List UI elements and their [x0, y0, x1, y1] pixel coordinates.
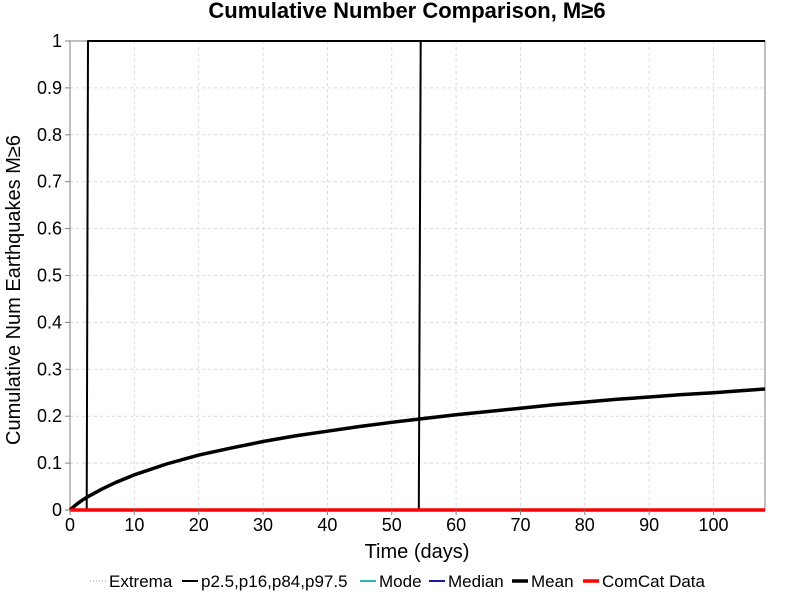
- x-tick-label: 10: [124, 515, 144, 535]
- y-tick-label: 0.4: [37, 312, 62, 332]
- series-mean-line: [68, 387, 766, 512]
- y-tick-label: 1: [52, 31, 62, 51]
- legend-label: Mode: [379, 572, 422, 591]
- x-tick-label: 90: [639, 515, 659, 535]
- y-tick-label: 0.1: [37, 453, 62, 473]
- x-tick-label: 0: [65, 515, 75, 535]
- y-tick-label: 0.3: [37, 359, 62, 379]
- x-axis-ticks: 0 10 20 30 40 50 60 70 80 90 100: [65, 510, 729, 535]
- x-tick-label: 40: [317, 515, 337, 535]
- x-tick-label: 80: [575, 515, 595, 535]
- x-tick-label: 20: [189, 515, 209, 535]
- y-tick-label: 0.8: [37, 125, 62, 145]
- x-tick-label: 60: [446, 515, 466, 535]
- grid: [70, 41, 765, 510]
- x-tick-label: 100: [698, 515, 728, 535]
- legend-label: ComCat Data: [602, 572, 706, 591]
- legend: Extrema p2.5,p16,p84,p97.5 Mode Median Mean C…: [90, 572, 706, 591]
- legend-label: Extrema: [109, 572, 173, 591]
- legend-label: p2.5,p16,p84,p97.5: [201, 572, 348, 591]
- x-tick-label: 30: [253, 515, 273, 535]
- y-tick-label: 0.6: [37, 219, 62, 239]
- y-tick-label: 0.2: [37, 406, 62, 426]
- legend-label: Median: [448, 572, 504, 591]
- y-tick-label: 0.5: [37, 266, 62, 286]
- x-axis-label: Time (days): [365, 541, 470, 563]
- chart-title: Cumulative Number Comparison, M≥6: [208, 0, 605, 23]
- y-tick-label: 0.7: [37, 172, 62, 192]
- y-tick-label: 0: [52, 500, 62, 520]
- y-axis-label: Cumulative Num Earthquakes M≥6: [3, 135, 25, 445]
- x-tick-label: 70: [510, 515, 530, 535]
- y-tick-label: 0.9: [37, 78, 62, 98]
- x-tick-label: 50: [382, 515, 402, 535]
- y-axis-ticks: 0 0.1 0.2 0.3 0.4 0.5 0.6 0.7 0.8 0.9 1: [37, 31, 70, 520]
- legend-label: Mean: [531, 572, 574, 591]
